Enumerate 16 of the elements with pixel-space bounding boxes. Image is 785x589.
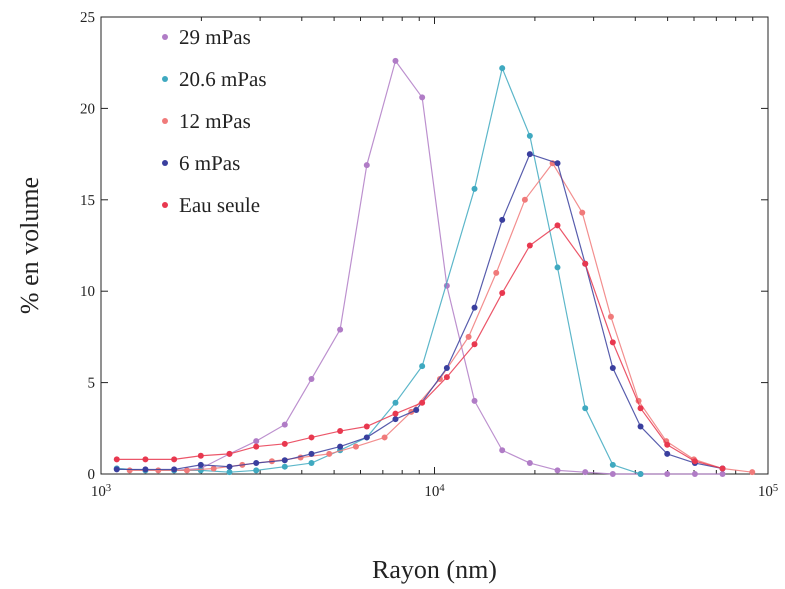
legend-label: 20.6 mPas xyxy=(179,67,267,91)
legend-label: 6 mPas xyxy=(179,151,240,175)
y-axis-title: % en volume xyxy=(15,176,44,314)
y-tick-label: 25 xyxy=(80,10,95,26)
y-tick-label: 20 xyxy=(80,101,95,118)
x-tick-label: 10$^{4}$ xyxy=(424,482,446,500)
y-tick-label: 15 xyxy=(80,192,95,209)
x-tick-label: 10$^{5}$ xyxy=(758,482,778,500)
x-axis-title: Rayon (nm) xyxy=(372,555,497,584)
y-tick-label: 10 xyxy=(80,284,95,300)
legend-label: 29 mPas xyxy=(179,25,251,49)
x-tick-label: 10$^{3}$ xyxy=(90,482,112,500)
y-tick-label: 5 xyxy=(88,376,95,392)
legend-label: 12 mPas xyxy=(179,109,251,133)
y-tick-label: 0 xyxy=(88,467,95,483)
legend-label: Eau seule xyxy=(179,193,260,217)
